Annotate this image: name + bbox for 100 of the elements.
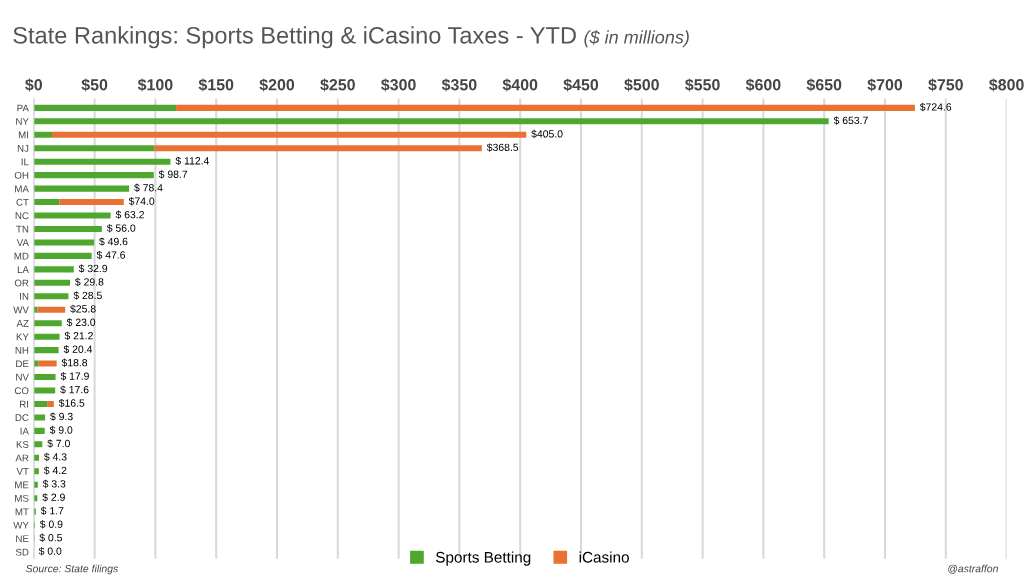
bar	[33, 266, 74, 273]
total-label: $ 17.6	[60, 385, 89, 394]
total-label: $ 4.2	[43, 466, 67, 475]
bar	[33, 468, 39, 475]
total-label: $16.5	[58, 398, 85, 408]
total-label: $ 98.7	[158, 170, 188, 179]
x-tick-label: $50	[81, 78, 108, 92]
x-tick-label: $400	[502, 78, 538, 92]
y-tick-label: MS	[15, 494, 29, 502]
bar	[33, 131, 53, 138]
total-label: $405.0	[531, 129, 563, 139]
bar	[33, 400, 48, 407]
bar	[33, 199, 60, 206]
total-label: $ 1.7	[40, 506, 64, 516]
bar	[33, 374, 56, 381]
total-label: $ 2.9	[42, 493, 65, 502]
total-label: $ 112.4	[175, 156, 210, 166]
y-tick-label: OH	[14, 171, 29, 179]
bar	[33, 185, 130, 192]
x-tick-label: $550	[685, 78, 720, 92]
source-note: Source: State filings	[25, 564, 119, 575]
bar	[33, 172, 154, 179]
bar	[33, 508, 36, 515]
total-label: $ 653.7	[833, 116, 868, 125]
total-label: $724.6	[919, 102, 952, 112]
x-tick-label: $750	[928, 78, 963, 92]
y-tick-label: SD	[15, 548, 29, 556]
total-label: $ 0.5	[39, 533, 62, 542]
y-tick-label: MI	[18, 131, 29, 139]
y-tick-label: DC	[15, 414, 29, 422]
bar	[33, 387, 56, 394]
bar	[38, 360, 57, 367]
bar	[33, 252, 92, 259]
y-tick-label: NE	[16, 535, 29, 543]
y-tick-label: RI	[20, 400, 29, 408]
bar	[154, 145, 482, 152]
bar	[33, 320, 62, 327]
y-tick-label: VA	[16, 239, 29, 246]
y-tick-label: LA	[17, 266, 29, 273]
x-tick-label: $800	[989, 78, 1024, 92]
y-tick-label: KY	[16, 333, 29, 341]
total-label: $ 23.0	[66, 318, 96, 327]
y-tick-label: NY	[16, 118, 29, 125]
total-label: $ 20.4	[63, 345, 93, 354]
y-tick-label: DE	[16, 360, 29, 368]
bar	[33, 481, 38, 488]
total-label: $25.8	[70, 304, 96, 314]
y-tick-label: WY	[13, 521, 29, 529]
y-tick-label: NC	[15, 212, 29, 220]
bar	[33, 104, 177, 111]
total-label: $ 28.5	[73, 291, 102, 300]
bar	[33, 145, 155, 152]
bar	[52, 131, 527, 138]
total-label: $ 0.9	[39, 520, 63, 529]
bar	[33, 225, 102, 233]
y-tick-label: IA	[20, 427, 29, 435]
x-tick-label: $350	[441, 78, 477, 92]
bar	[33, 158, 171, 165]
total-label: $74.0	[128, 197, 155, 206]
y-tick-label: PA	[17, 104, 29, 112]
bar	[176, 104, 915, 111]
bar	[33, 239, 95, 246]
bar	[33, 279, 71, 286]
x-tick-label: $200	[259, 78, 295, 92]
legend-label: Sports Betting	[435, 551, 531, 566]
y-tick-label: NV	[16, 373, 29, 381]
bar	[37, 306, 66, 313]
x-tick-label: $500	[624, 78, 659, 92]
chart-subtitle: ($ in millions)	[584, 30, 689, 48]
bar	[47, 400, 54, 407]
x-tick-label: $150	[198, 78, 234, 92]
total-label: $ 17.9	[60, 372, 89, 381]
total-label: $ 32.9	[78, 264, 108, 273]
y-tick-label: MT	[15, 508, 29, 516]
y-tick-label: CT	[16, 198, 29, 206]
x-tick-label: $250	[320, 78, 355, 92]
y-tick-label: TN	[16, 225, 29, 233]
y-tick-label: VT	[16, 468, 29, 475]
x-tick-label: $450	[563, 78, 599, 92]
total-label: $ 78.4	[134, 183, 163, 193]
total-label: $ 9.3	[50, 412, 73, 421]
bar	[59, 199, 124, 206]
total-label: $ 49.6	[99, 237, 128, 246]
total-label: $ 21.2	[64, 331, 93, 341]
y-tick-label: NJ	[17, 145, 29, 152]
y-tick-label: IN	[20, 293, 29, 300]
x-tick-label: $300	[381, 78, 416, 92]
x-tick-label: $700	[867, 78, 903, 92]
bar	[33, 347, 59, 354]
total-label: $ 56.0	[106, 223, 136, 233]
y-tick-label: MA	[15, 185, 29, 193]
bar	[33, 293, 69, 300]
total-label: $ 47.6	[96, 250, 126, 260]
y-tick-label: KS	[16, 441, 29, 448]
x-tick-label: $650	[806, 78, 842, 92]
x-tick-label: $100	[137, 78, 173, 92]
text: @astraffon	[948, 564, 998, 574]
total-label: $ 29.8	[75, 277, 104, 287]
bar	[33, 427, 45, 434]
y-tick-label: WV	[13, 306, 29, 314]
